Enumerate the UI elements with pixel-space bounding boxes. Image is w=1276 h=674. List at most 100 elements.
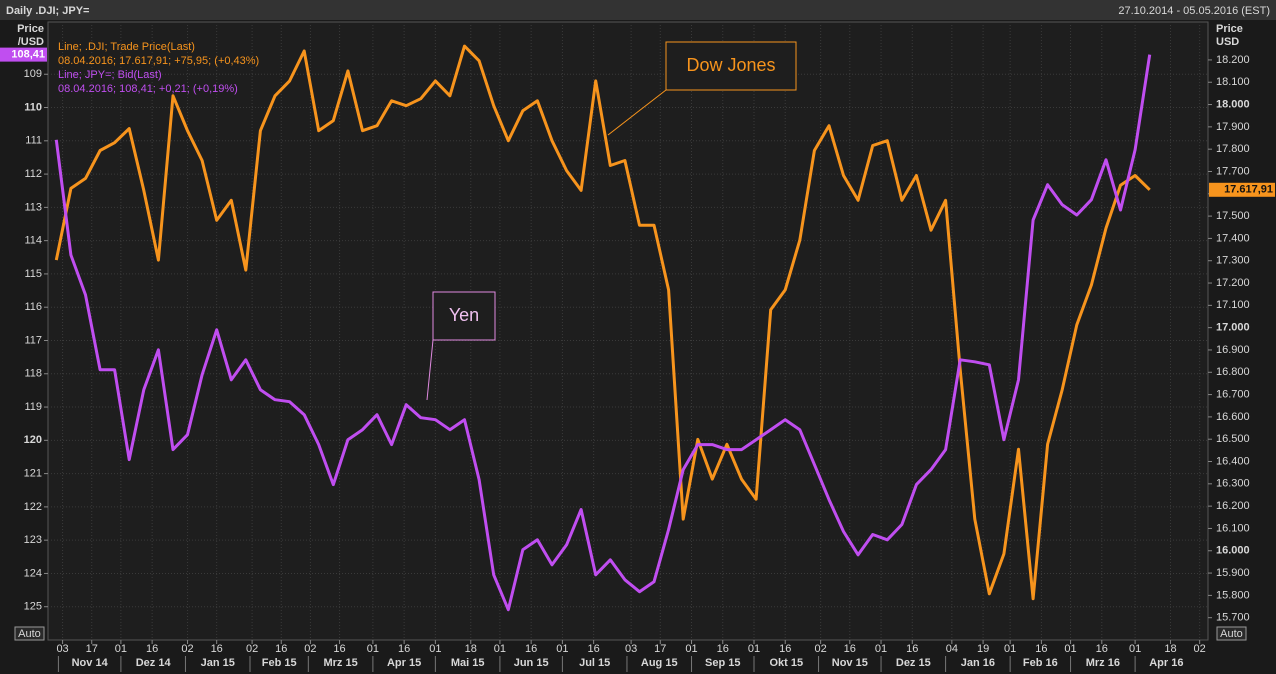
annotation-box [432, 291, 496, 341]
x-tick-label: 02 [246, 643, 258, 655]
last-value-label: 108,41 [11, 49, 45, 61]
month-label: Apr 15 [387, 657, 421, 669]
annotation: Yen [449, 305, 479, 325]
y2-tick-label: 17.200 [1216, 277, 1250, 289]
month-label: Okt 15 [769, 657, 803, 669]
x-tick-label: 16 [146, 643, 158, 655]
legend-detail: 08.04.2016; 108,41; +0,21; (+0,19%) [58, 83, 238, 95]
y-tick-label: 109 [24, 68, 42, 80]
y-tick-label: 123 [24, 534, 42, 546]
month-label: Apr 16 [1149, 657, 1183, 669]
y2-tick-label: 18.200 [1216, 54, 1250, 66]
month-label: Dez 15 [896, 657, 931, 669]
plot-area [47, 21, 1209, 641]
x-tick-label: 02 [1194, 643, 1206, 655]
y2-tick-label: 15.900 [1216, 567, 1250, 579]
month-label: Nov 14 [72, 657, 109, 669]
last-value-box [1209, 182, 1275, 197]
y2-tick-label: 16.400 [1216, 455, 1250, 467]
month-label: Feb 15 [262, 657, 297, 669]
x-tick-label: 18 [465, 643, 477, 655]
y-axis-unit: /USD [18, 36, 44, 48]
annotation: Dow Jones [686, 55, 775, 75]
y-tick-label: 117 [24, 334, 42, 346]
month-label: Aug 15 [641, 657, 678, 669]
y-tick-label: 119 [24, 401, 42, 413]
month-label: Dez 14 [136, 657, 172, 669]
x-tick-label: 01 [556, 643, 568, 655]
lines [54, 44, 1152, 612]
annotation-pointer [426, 339, 434, 401]
y-tick-label: 125 [24, 601, 42, 613]
x-tick-label: 16 [1035, 643, 1047, 655]
x-tick-label: 18 [1164, 643, 1176, 655]
auto-button-label[interactable]: Auto [1220, 628, 1243, 640]
auto-button[interactable] [1216, 626, 1247, 641]
x-tick-label: 16 [398, 643, 410, 655]
x-tick-label: 16 [211, 643, 223, 655]
y2-tick-label: 16.900 [1216, 344, 1250, 356]
y2-tick-label: 17.800 [1216, 143, 1250, 155]
y-tick-label: 112 [24, 168, 42, 180]
y2-tick-label: 17.700 [1216, 165, 1250, 177]
annotation-box [665, 41, 797, 91]
y-tick-label: 120 [24, 434, 42, 446]
legend-entry: Line; .DJI; Trade Price(Last) [58, 41, 195, 53]
y2-tick-label: 16.300 [1216, 478, 1250, 490]
x-tick-label: 01 [748, 643, 760, 655]
x-tick-label: 01 [1064, 643, 1076, 655]
x-tick-label: 01 [1129, 643, 1141, 655]
chart-title: Daily .DJI; JPY= [6, 5, 89, 17]
x-tick-label: 16 [333, 643, 345, 655]
x-tick-label: 16 [906, 643, 918, 655]
month-label: Feb 16 [1023, 657, 1058, 669]
x-tick-label: 17 [654, 643, 666, 655]
y-axis-title: Price [17, 23, 44, 35]
x-tick-label: 01 [1004, 643, 1016, 655]
month-label: Mrz 16 [1086, 657, 1120, 669]
y2-tick-label: 15.700 [1216, 612, 1250, 624]
x-tick-label: 02 [304, 643, 316, 655]
x-tick-label: 16 [525, 643, 537, 655]
auto-button-label[interactable]: Auto [18, 628, 41, 640]
y2-tick-label: 16.100 [1216, 522, 1250, 534]
y-tick-label: 111 [25, 135, 42, 147]
annotation-pointer [607, 89, 667, 136]
month-label: Jan 16 [961, 657, 995, 669]
month-label: Sep 15 [705, 657, 740, 669]
y2-tick-label: 18.100 [1216, 76, 1250, 88]
x-tick-label: 16 [275, 643, 287, 655]
y2-tick-label: 17.400 [1216, 232, 1250, 244]
last-value-box [0, 47, 47, 62]
y-tick-label: 124 [24, 567, 42, 579]
month-label: Mrz 15 [323, 657, 357, 669]
legend-entry: Line; JPY=; Bid(Last) [58, 69, 162, 81]
x-tick-label: 17 [86, 643, 98, 655]
x-tick-label: 01 [875, 643, 887, 655]
date-range: 27.10.2014 - 05.05.2016 (EST) [1118, 5, 1270, 17]
x-tick-label: 01 [685, 643, 697, 655]
y2-tick-label: 17.000 [1216, 322, 1250, 334]
x-tick-label: 02 [181, 643, 193, 655]
y2-axis-unit: USD [1216, 36, 1239, 48]
x-tick-label: 01 [115, 643, 127, 655]
y2-tick-label: 18.000 [1216, 98, 1250, 110]
y2-axis-title: Price [1216, 23, 1243, 35]
y2-tick-label: 16.700 [1216, 388, 1250, 400]
y2-tick-label: 17.300 [1216, 255, 1250, 267]
x-tick-label: 01 [429, 643, 441, 655]
y-tick-label: 115 [24, 268, 42, 280]
x-tick-label: 01 [494, 643, 506, 655]
y2-tick-label: 17.100 [1216, 299, 1250, 311]
auto-button[interactable] [14, 626, 45, 641]
x-tick-label: 16 [1096, 643, 1108, 655]
y2-tick-label: 16.800 [1216, 366, 1250, 378]
y-tick-label: 118 [24, 368, 42, 380]
x-tick-label: 16 [717, 643, 729, 655]
y-tick-label: 113 [24, 201, 42, 213]
x-tick-label: 19 [977, 643, 989, 655]
series-line [54, 44, 1151, 601]
x-tick-label: 03 [625, 643, 637, 655]
